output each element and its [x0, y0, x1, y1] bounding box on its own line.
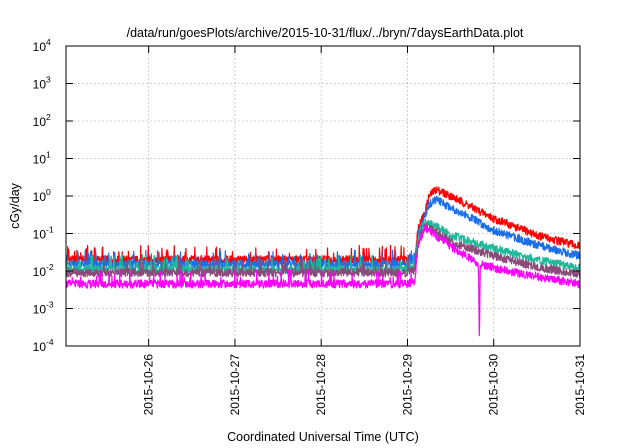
x-tick-label: 2015-10-27 — [228, 354, 242, 416]
y-tick-exponent: -4 — [46, 337, 54, 347]
y-tick-label: 10 — [33, 153, 47, 167]
y-tick-label: 10 — [33, 303, 47, 317]
series-line-3 — [65, 218, 581, 275]
y-tick-label: 10 — [33, 115, 47, 129]
y-tick-exponent: 2 — [46, 112, 51, 122]
y-tick-exponent: 4 — [46, 37, 51, 47]
series-line-5 — [65, 224, 581, 337]
y-tick-label: 10 — [33, 340, 47, 354]
x-tick-label: 2015-10-28 — [314, 354, 328, 416]
series-line-4 — [65, 222, 581, 279]
x-tick-label: 2015-10-26 — [142, 354, 156, 416]
x-axis: 2015-10-26 2015-10-27 2015-10-28 2015-10-29… — [142, 46, 587, 415]
x-tick-label: 2015-10-31 — [573, 354, 587, 416]
y-tick-exponent: 1 — [46, 150, 51, 160]
x-axis-label: Coordinated Universal Time (UTC) — [227, 430, 419, 444]
y-tick-label: 10 — [33, 265, 47, 279]
y-tick-exponent: 3 — [46, 75, 51, 85]
y-tick-exponent: -2 — [46, 262, 54, 272]
y-tick-label: 10 — [33, 228, 47, 242]
grid — [66, 46, 580, 346]
chart-title: /data/run/goesPlots/archive/2015-10-31/f… — [127, 26, 524, 40]
y-tick-exponent: 0 — [46, 187, 51, 197]
x-tick-label: 2015-10-29 — [400, 354, 414, 416]
series-layer — [65, 186, 581, 337]
y-tick-label: 10 — [33, 40, 47, 54]
y-tick-label: 10 — [33, 190, 47, 204]
y-tick-exponent: -3 — [46, 300, 54, 310]
y-tick-exponent: -1 — [46, 225, 54, 235]
y-axis-label: cGy/day — [8, 182, 22, 229]
y-tick-label: 10 — [33, 78, 47, 92]
x-tick-label: 2015-10-30 — [487, 354, 501, 416]
